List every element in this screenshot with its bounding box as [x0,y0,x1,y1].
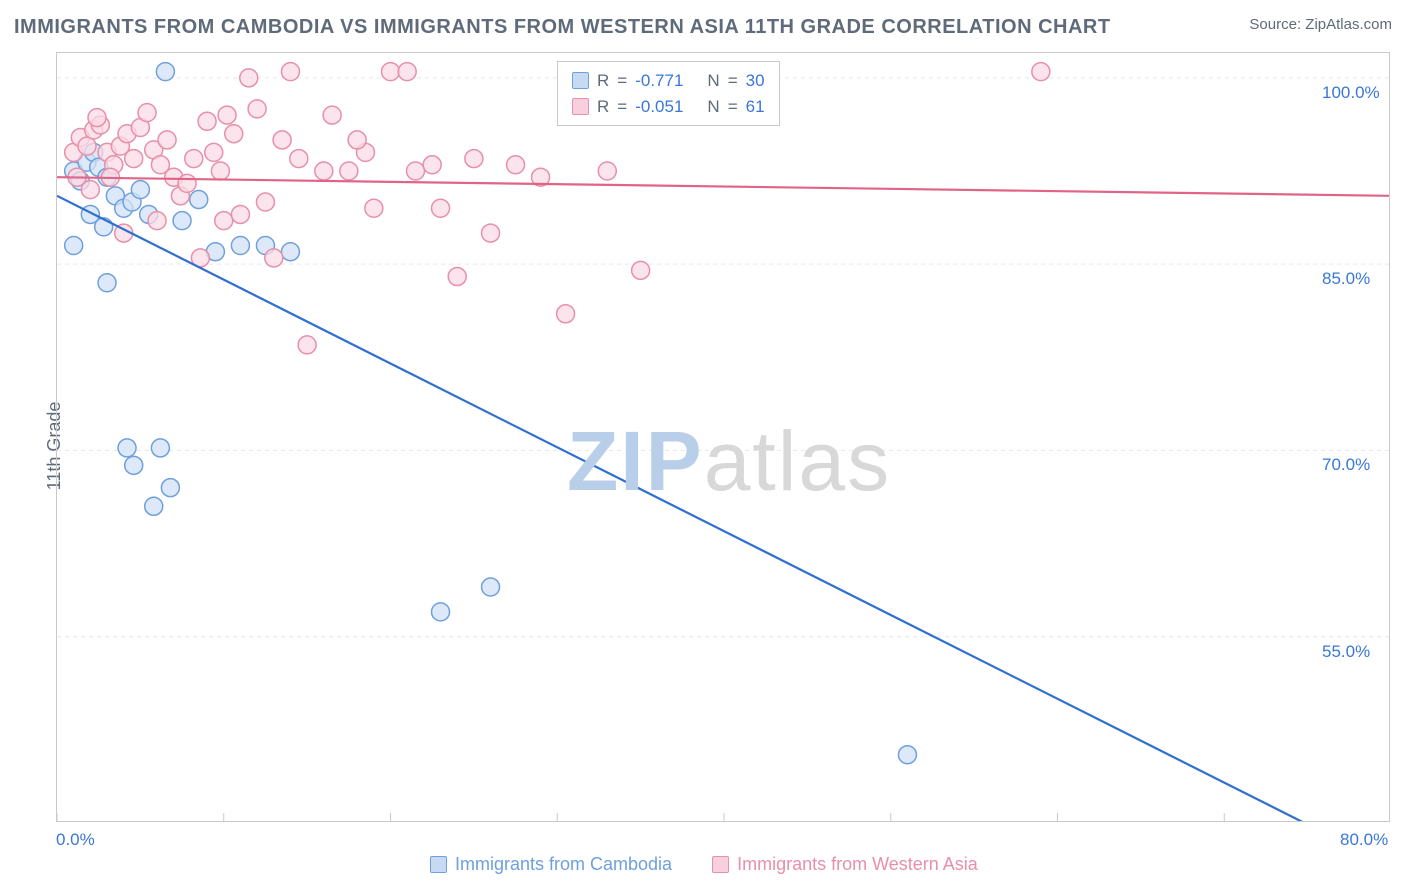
legend-label-western-asia: Immigrants from Western Asia [737,854,978,875]
n-value-western-asia: 61 [746,94,765,120]
chart-title: IMMIGRANTS FROM CAMBODIA VS IMMIGRANTS F… [14,16,1111,39]
r-label: R [597,94,609,120]
y-tick-label: 100.0% [1322,83,1380,103]
swatch-western-asia [572,98,589,115]
eq-sign: = [728,68,738,94]
n-value-cambodia: 30 [746,68,765,94]
y-tick-label: 55.0% [1322,642,1370,662]
series-legend: Immigrants from Cambodia Immigrants from… [430,854,978,875]
source-label: Source: ZipAtlas.com [1249,16,1392,34]
legend-item-western-asia: Immigrants from Western Asia [712,854,978,875]
source-prefix: Source: [1249,16,1305,33]
eq-sign: = [617,94,627,120]
eq-sign: = [728,94,738,120]
swatch-western-asia-icon [712,856,729,873]
swatch-cambodia [572,72,589,89]
swatch-cambodia-icon [430,856,447,873]
legend-item-cambodia: Immigrants from Cambodia [430,854,672,875]
legend-row-western-asia: R = -0.051 N = 61 [572,94,765,120]
eq-sign: = [617,68,627,94]
x-tick-label: 80.0% [1340,830,1388,850]
chart-area: ZIPatlas R = -0.771 N = 30 R = -0.051 N … [56,52,1390,822]
legend-label-cambodia: Immigrants from Cambodia [455,854,672,875]
r-value-western-asia: -0.051 [635,94,683,120]
correlation-legend: R = -0.771 N = 30 R = -0.051 N = 61 [557,61,780,126]
y-tick-label: 70.0% [1322,455,1370,475]
n-label: N [707,68,719,94]
x-tick-label: 0.0% [56,830,95,850]
n-label: N [707,94,719,120]
scatter-plot-svg [57,53,1389,821]
legend-row-cambodia: R = -0.771 N = 30 [572,68,765,94]
source-value: ZipAtlas.com [1305,16,1392,33]
r-label: R [597,68,609,94]
y-tick-label: 85.0% [1322,269,1370,289]
r-value-cambodia: -0.771 [635,68,683,94]
